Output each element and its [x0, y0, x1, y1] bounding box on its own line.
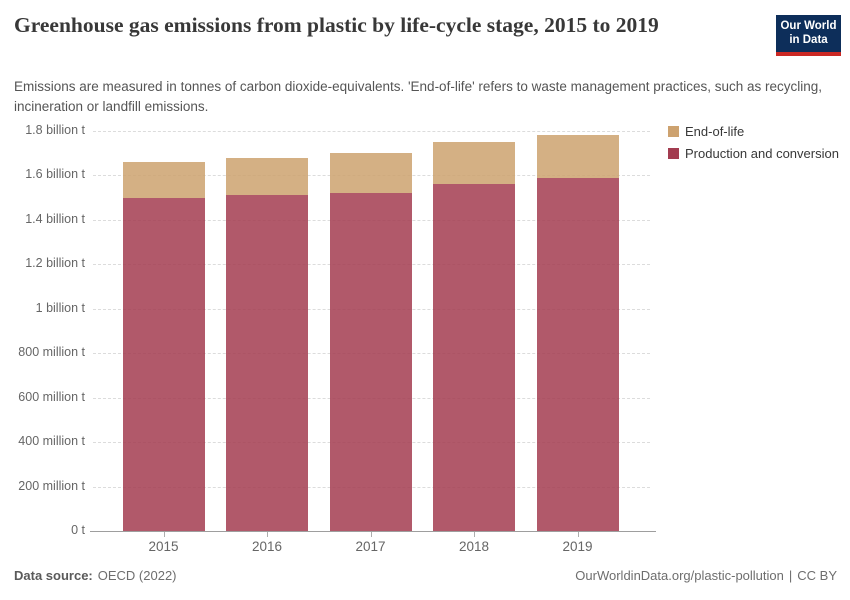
bar-segment-production-and-conversion-2019	[536, 177, 619, 531]
y-axis-tick-label: 1.2 billion t	[25, 256, 85, 271]
bar-segment-end-of-life-2019	[536, 135, 619, 178]
legend-label: Production and conversion	[685, 146, 839, 161]
chart-title: Greenhouse gas emissions from plastic by…	[14, 13, 659, 37]
bar-segment-end-of-life-2017	[329, 153, 412, 194]
x-axis-tick-label: 2016	[251, 539, 283, 554]
bar-segment-end-of-life-2018	[433, 142, 515, 185]
y-axis-tick-label: 200 million t	[18, 478, 85, 493]
x-axis-tick-label: 2015	[148, 539, 179, 554]
footer-source: Data source: OECD (2022)	[14, 568, 177, 583]
bar-segment-production-and-conversion-2017	[329, 193, 412, 531]
owid-logo[interactable]: Our World in Data	[776, 15, 841, 56]
legend-label: End-of-life	[685, 124, 745, 139]
y-axis-tick-label: 1.4 billion t	[25, 211, 85, 226]
legend: End-of-life Production and conversion	[668, 124, 839, 161]
legend-swatch-icon	[668, 148, 679, 159]
x-axis-tick	[267, 532, 268, 537]
legend-item-production-and-conversion[interactable]: Production and conversion	[668, 146, 839, 161]
x-axis-tick	[163, 532, 165, 537]
x-axis-line	[90, 531, 656, 532]
legend-item-end-of-life[interactable]: End-of-life	[668, 124, 839, 139]
x-axis-tick-label: 2017	[355, 539, 386, 554]
license-label: CC BY	[797, 568, 837, 583]
footer-attribution: OurWorldinData.org/plastic-pollution | C…	[575, 568, 837, 583]
source-label: Data source:	[14, 568, 93, 583]
bar-segment-production-and-conversion-2018	[433, 184, 515, 531]
logo-line-2: in Data	[789, 34, 828, 46]
chart-subtitle: Emissions are measured in tonnes of carb…	[14, 79, 823, 114]
y-axis-tick-label: 1.6 billion t	[25, 167, 85, 182]
legend-swatch-icon	[668, 126, 679, 137]
bar-segment-production-and-conversion-2015	[122, 197, 205, 531]
bar-segment-end-of-life-2015	[122, 162, 205, 198]
y-axis-tick-label: 1 billion t	[35, 300, 85, 315]
y-axis-tick-label: 600 million t	[18, 389, 85, 404]
y-axis-tick-label: 800 million t	[18, 345, 85, 360]
x-axis-tick-label: 2018	[458, 539, 490, 554]
x-axis-tick	[577, 532, 579, 537]
x-axis-tick-label: 2019	[562, 539, 593, 554]
x-axis-tick	[474, 532, 475, 537]
owid-url-link[interactable]: OurWorldinData.org/plastic-pollution	[575, 568, 784, 583]
source-value: OECD (2022)	[97, 568, 177, 583]
y-gridline	[93, 131, 650, 132]
y-axis-tick-label: 400 million t	[18, 434, 85, 449]
bar-segment-production-and-conversion-2016	[226, 195, 308, 531]
y-axis-tick-label: 0 t	[71, 523, 85, 537]
y-axis-tick-label: 1.8 billion t	[25, 123, 85, 137]
bar-segment-end-of-life-2016	[226, 157, 308, 196]
logo-line-1: Our World	[780, 20, 837, 32]
x-axis-tick	[370, 532, 372, 537]
footer-separator: |	[788, 568, 793, 583]
